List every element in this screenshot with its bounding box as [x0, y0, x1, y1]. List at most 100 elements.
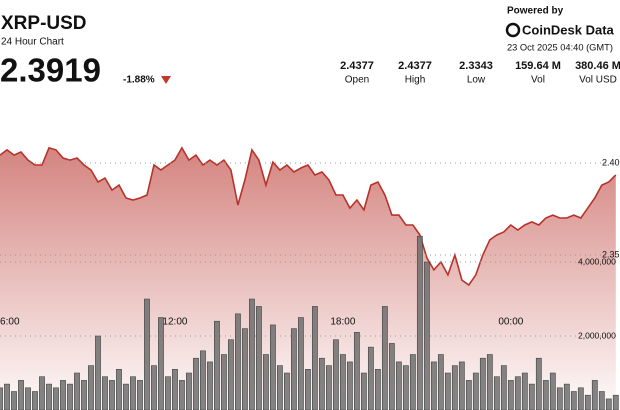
volume-bar [514, 376, 521, 410]
volume-bar [458, 361, 465, 410]
volume-tick-label: 4,000,000 [578, 256, 616, 266]
volume-bar [123, 383, 129, 410]
volume-bar [186, 372, 192, 410]
volume-bar [67, 383, 73, 410]
volume-bar [60, 380, 66, 410]
volume-bar [228, 339, 234, 410]
x-tick-label: 06:00 [0, 317, 20, 328]
volume-bar [388, 343, 395, 410]
volume-bar [235, 313, 241, 410]
volume-bar [500, 365, 507, 410]
volume-bar [291, 328, 297, 410]
volume-bar [591, 380, 598, 410]
volume-bar [130, 376, 136, 410]
volume-bar [360, 372, 367, 410]
volume-bar [493, 376, 500, 410]
volume-bar [416, 235, 423, 410]
volume-bar [570, 391, 577, 410]
stats: 2.4377 Open 2.4377 High 2.3343 Low 159.64 M Vol… [340, 60, 620, 86]
x-tick-label: 12:00 [162, 317, 187, 328]
volume-bar [74, 372, 80, 410]
volume-bar [109, 380, 115, 410]
volume-bar [395, 361, 402, 410]
volume-bar [444, 372, 451, 410]
volume-bar [11, 391, 17, 410]
change: -1.88% [123, 75, 155, 86]
powered-by: Powered by [507, 6, 564, 17]
stat-value: 2.3343 [459, 60, 493, 72]
volume-bar [0, 387, 3, 410]
price-tick-label: 2.35 [602, 249, 620, 259]
down-arrow [161, 76, 171, 84]
volume-bar [151, 365, 157, 410]
stat-label: Vol USD [579, 75, 617, 86]
volume-bar [81, 380, 87, 410]
volume-bar [423, 261, 430, 410]
volume-bar [32, 391, 38, 410]
volume-bar [116, 369, 122, 410]
volume-bar [39, 376, 45, 410]
volume-bar [528, 383, 535, 410]
plot: 2.40 2.35 06:00 12:00 18:00 00:00 4,000,000 2,0… [0, 146, 620, 410]
volume-bar [535, 357, 542, 410]
volume-bar [346, 361, 353, 410]
stat-label: Vol [531, 75, 545, 86]
stat-value: 2.4377 [398, 60, 432, 72]
volume-bar [137, 380, 143, 410]
volume-bar [144, 298, 150, 410]
stat-value: 159.64 M [515, 60, 561, 72]
stat-label: High [405, 75, 426, 86]
volume-bar [25, 387, 31, 410]
stat-label: Low [467, 75, 486, 86]
price-line [0, 146, 617, 287]
volume-bar [584, 394, 591, 410]
volume-bar [605, 398, 612, 410]
volume-bar [193, 357, 199, 410]
volume-bar [472, 372, 479, 410]
volume-bar [521, 372, 528, 410]
volume-bar [563, 383, 570, 410]
volume-bar [88, 365, 94, 410]
volume-bar [311, 306, 318, 410]
volume-bar [332, 339, 339, 410]
volume-bar [158, 317, 164, 410]
volume-bar [256, 306, 262, 410]
volume-bar [242, 328, 248, 410]
volume-bar [367, 346, 374, 410]
volume-bar [437, 354, 444, 410]
brand-logo [505, 22, 521, 38]
volume-bar [549, 372, 556, 410]
x-tick-label: 18:00 [330, 317, 355, 328]
volume-bar [318, 357, 325, 410]
volume-bar [165, 376, 171, 410]
volume-bar [612, 394, 619, 410]
volume-bar [339, 354, 346, 410]
timestamp: 23 Oct 2025 04:40 (GMT) [507, 42, 613, 52]
volume-tick-label: 2,000,000 [578, 330, 616, 340]
volume-bar [353, 332, 360, 410]
stat-value: 380.46 M [575, 60, 620, 72]
volume-bar [95, 335, 101, 410]
volume-bar [577, 387, 584, 410]
price-tick-label: 2.40 [602, 157, 620, 167]
volume-bar [4, 383, 10, 410]
volume-bar [374, 369, 381, 410]
x-tick-label: 00:00 [498, 317, 523, 328]
volume-bar [325, 365, 332, 410]
volume-bar [298, 317, 304, 410]
volume-bar [598, 391, 605, 410]
volume-bar [451, 365, 458, 410]
volume-bar [102, 376, 108, 410]
volume-bar [249, 298, 255, 410]
volume-bar [53, 387, 59, 410]
brand: CoinDesk Data [522, 22, 615, 37]
symbol: XRP-USD [1, 13, 87, 34]
stat-value: 2.4377 [340, 60, 374, 72]
volume-bar [402, 365, 409, 410]
volume-bar [556, 387, 563, 410]
volume-bar [486, 354, 493, 410]
stat-label: Open [345, 75, 369, 86]
volume-bar [214, 320, 220, 410]
subtitle: 24 Hour Chart [1, 37, 64, 48]
